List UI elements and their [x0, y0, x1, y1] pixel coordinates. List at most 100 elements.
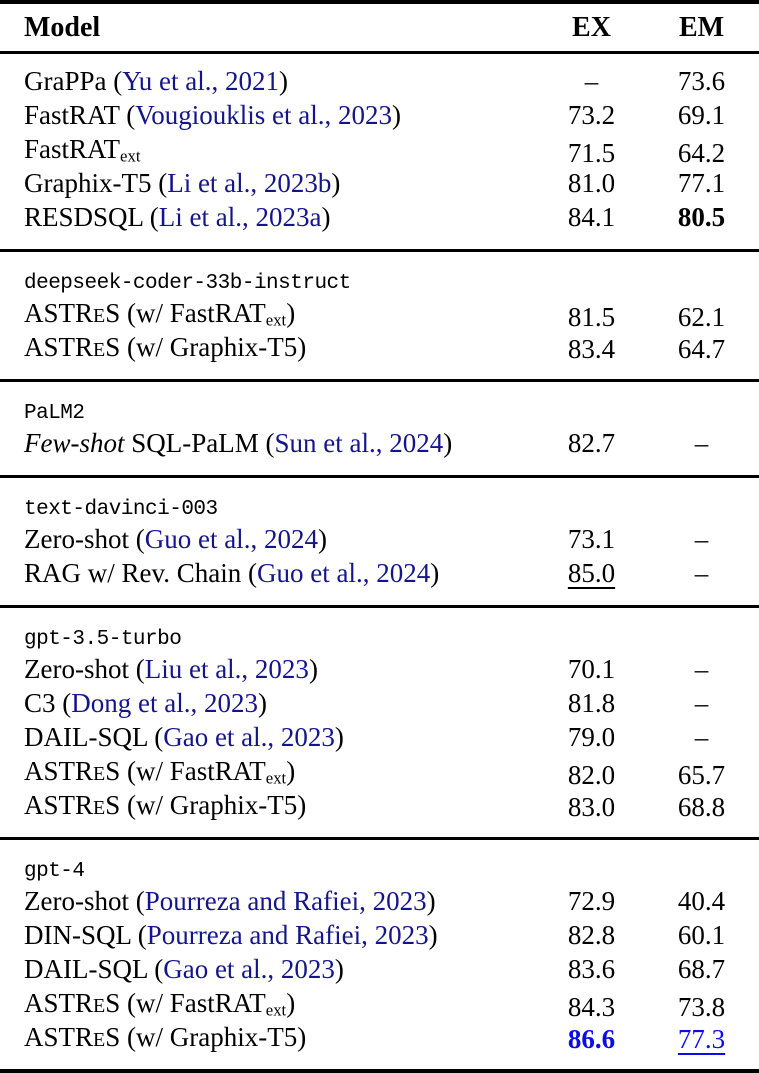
text-segment: FastRAT: [24, 134, 121, 164]
em-value: 64.7: [644, 332, 759, 366]
em-number: 62.1: [677, 301, 726, 332]
text-segment: E: [93, 995, 106, 1017]
table-section: deepseek-coder-33b-instruct ASTRES (w/ Fa…: [0, 252, 759, 379]
model-cell: Graphix-T5 (Li et al., 2023b): [0, 166, 539, 200]
model-cell: DAIL-SQL (Gao et al., 2023): [0, 952, 539, 986]
ex-value: 83.0: [539, 790, 644, 824]
table-row: ASTRES (w/ Graphix-T5) 86.6 77.3: [0, 1020, 759, 1054]
text-segment: deepseek-coder-33b-instruct: [24, 272, 351, 295]
ex-number: 81.5: [567, 301, 616, 332]
text-segment: ): [430, 558, 440, 588]
text-segment: gpt-4: [24, 860, 85, 883]
em-value: 68.8: [644, 790, 759, 824]
text-segment: S (w/ Graphix-T5): [105, 332, 307, 362]
group-name: gpt-4: [0, 850, 539, 889]
model-cell: ASTRES (w/ Graphix-T5): [0, 330, 539, 367]
ex-value: 79.0: [539, 720, 644, 754]
group-name: gpt-3.5-turbo: [0, 618, 539, 657]
text-segment: ): [286, 988, 296, 1018]
text-segment: ): [334, 954, 344, 984]
citation-link[interactable]: Gao et al., 2023: [163, 954, 335, 984]
group-row: text-davinci-003: [0, 488, 759, 522]
table-row: FastRAText 71.5 64.2: [0, 132, 759, 168]
ex-number: 81.0: [567, 168, 616, 198]
text-segment: FastRAT (: [24, 100, 136, 130]
em-number: –: [694, 688, 709, 718]
table-row: ASTRES (w/ FastRAText) 82.0 65.7: [0, 754, 759, 790]
citation-link[interactable]: Vougiouklis et al., 2023: [135, 100, 393, 130]
em-value: 40.4: [644, 884, 759, 918]
citation-link[interactable]: Li et al., 2023b: [167, 168, 332, 198]
citation-link[interactable]: Li et al., 2023a: [158, 202, 322, 232]
ex-number: 86.6: [567, 1023, 616, 1054]
citation-link[interactable]: Sun et al., 2024: [274, 428, 444, 458]
table-row: Zero-shot (Pourreza and Rafiei, 2023) 72.…: [0, 884, 759, 918]
text-segment: ): [321, 202, 331, 232]
model-cell: ASTRES (w/ FastRAText): [0, 986, 539, 1028]
citation-link[interactable]: Dong et al., 2023: [71, 688, 258, 718]
em-number: –: [694, 654, 709, 684]
text-segment: ): [278, 66, 288, 96]
text-segment: ext: [265, 310, 287, 330]
ex-value: 81.0: [539, 166, 644, 200]
table-row: Graphix-T5 (Li et al., 2023b) 81.0 77.1: [0, 166, 759, 200]
em-number: 73.6: [677, 66, 726, 96]
citation-link[interactable]: Guo et al., 2024: [144, 524, 318, 554]
em-number: –: [694, 428, 709, 458]
table-row: C3 (Dong et al., 2023) 81.8 –: [0, 686, 759, 720]
table-row: Zero-shot (Liu et al., 2023) 70.1 –: [0, 652, 759, 686]
em-number: 40.4: [677, 886, 726, 916]
text-segment: ASTR: [24, 298, 94, 328]
text-segment: gpt-3.5-turbo: [24, 628, 182, 651]
em-value: 60.1: [644, 918, 759, 952]
ex-value: 83.6: [539, 952, 644, 986]
citation-link[interactable]: Liu et al., 2023: [144, 654, 309, 684]
citation-link[interactable]: Guo et al., 2024: [256, 558, 431, 588]
em-value: –: [644, 522, 759, 556]
text-segment: RESDSQL (: [24, 202, 159, 232]
ex-value: 70.1: [539, 652, 644, 686]
em-number: 68.8: [677, 791, 726, 822]
model-cell: RAG w/ Rev. Chain (Guo et al., 2024): [0, 556, 539, 590]
text-segment: S (w/ Graphix-T5): [105, 1022, 307, 1052]
text-segment: ASTR: [24, 988, 94, 1018]
text-segment: ): [286, 298, 296, 328]
text-segment: DAIL-SQL (: [24, 722, 164, 752]
ex-value: 82.8: [539, 918, 644, 952]
table-section: GraPPa (Yu et al., 2021) –73.6 FastRAT (Vo…: [0, 54, 759, 249]
citation-link[interactable]: Gao et al., 2023: [163, 722, 335, 752]
text-segment: ext: [120, 146, 141, 166]
group-name: deepseek-coder-33b-instruct: [0, 262, 539, 301]
text-segment: text-davinci-003: [24, 498, 218, 521]
text-segment: ): [426, 886, 436, 916]
em-value: 62.1: [644, 300, 759, 334]
table-row: DIN-SQL (Pourreza and Rafiei, 2023) 82.8 6…: [0, 918, 759, 952]
ex-number: 82.0: [567, 759, 616, 790]
ex-number: 81.8: [567, 688, 616, 718]
em-number: 77.3: [677, 1023, 726, 1054]
text-segment: S (w/ Graphix-T5): [105, 790, 307, 820]
text-segment: E: [93, 1029, 106, 1051]
ex-value: 84.3: [539, 990, 644, 1024]
text-segment: S (w/ FastRAT: [105, 298, 266, 328]
citation-link[interactable]: Pourreza and Rafiei, 2023: [144, 886, 427, 916]
text-segment: GraPPa (: [24, 66, 123, 96]
text-segment: ): [334, 722, 344, 752]
em-value: –: [644, 720, 759, 754]
ex-number: 73.2: [567, 100, 616, 130]
ex-value: 84.1: [539, 200, 644, 234]
citation-link[interactable]: Yu et al., 2021: [122, 66, 279, 96]
model-cell: FastRAT (Vougiouklis et al., 2023): [0, 98, 539, 132]
table-row: ASTRES (w/ FastRAText) 84.3 73.8: [0, 986, 759, 1022]
table-section: gpt-3.5-turbo Zero-shot (Liu et al., 2023…: [0, 608, 759, 837]
ex-value: 71.5: [539, 136, 644, 170]
text-segment: ASTR: [24, 1022, 94, 1052]
text-segment: E: [93, 305, 106, 327]
model-cell: ASTRES (w/ Graphix-T5): [0, 1020, 539, 1057]
table-row: ASTRES (w/ Graphix-T5) 83.4 64.7: [0, 330, 759, 364]
citation-link[interactable]: Pourreza and Rafiei, 2023: [146, 920, 429, 950]
ex-number: 85.0: [567, 558, 616, 588]
text-segment: ): [428, 920, 438, 950]
text-segment: C3 (: [24, 688, 72, 718]
